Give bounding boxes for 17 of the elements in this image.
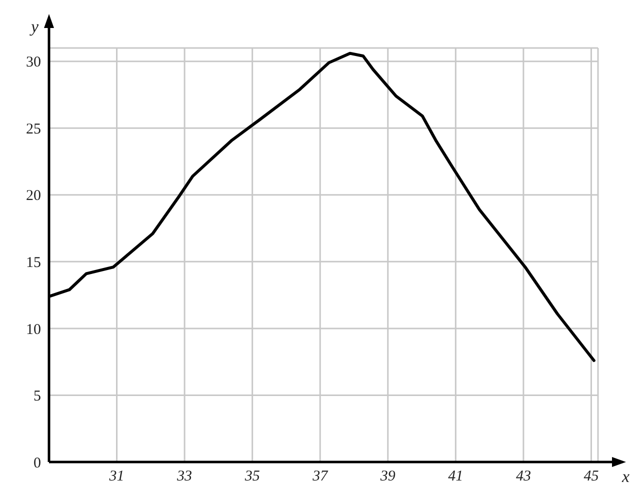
y-tick-label: 5 [34, 388, 41, 405]
x-tick-label: 39 [379, 468, 396, 485]
x-tick-label: 41 [448, 468, 464, 485]
x-tick-label: 45 [584, 468, 600, 485]
y-tick-label: 25 [26, 121, 41, 138]
x-tick-label: 33 [176, 468, 192, 485]
x-axis-title: x [621, 467, 630, 486]
y-tick-label: 0 [34, 455, 41, 472]
y-tick-label: 30 [26, 54, 41, 71]
y-tick-label: 15 [26, 255, 41, 271]
y-tick-label: 20 [26, 188, 41, 204]
x-tick-label: 31 [108, 468, 124, 485]
x-tick-label: 35 [244, 468, 260, 485]
y-tick-label: 10 [26, 322, 41, 338]
x-tick-label: 43 [516, 468, 531, 485]
y-axis-title: y [29, 17, 39, 36]
x-tick-label: 37 [312, 468, 330, 485]
